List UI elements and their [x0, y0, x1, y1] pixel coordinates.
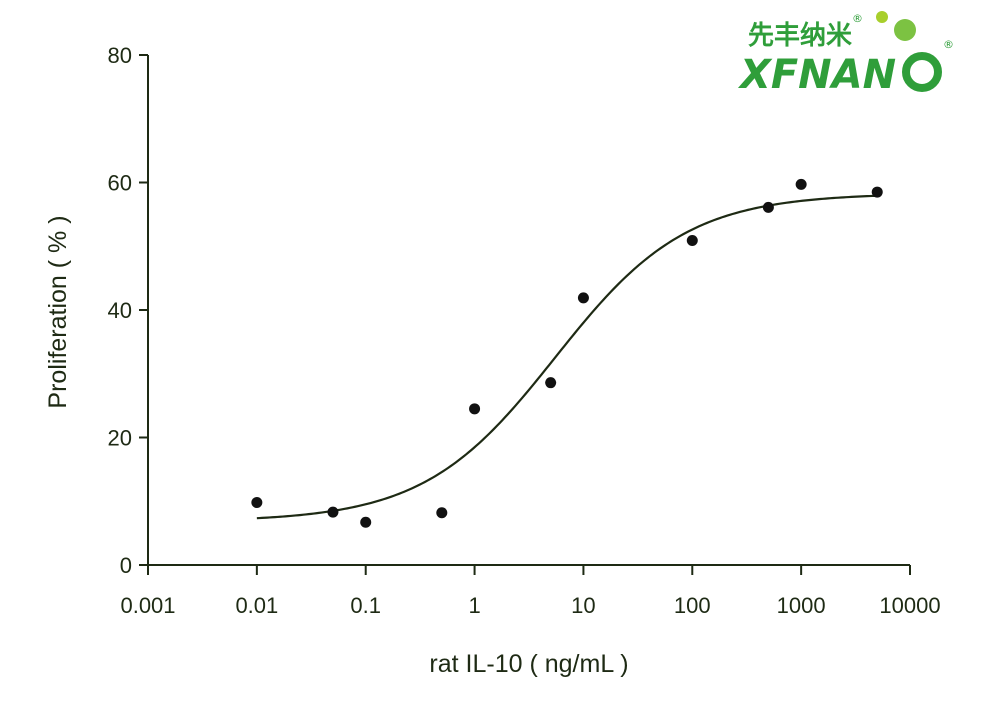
logo-chinese-text: 先丰纳米 — [748, 20, 852, 51]
logo-dot-small-icon — [876, 11, 888, 23]
data-point — [327, 506, 339, 518]
xfnano-logo: 先丰纳米 ® XFNAN ® — [737, 11, 954, 98]
data-point — [436, 507, 448, 519]
x-tick-label: 0.01 — [235, 593, 278, 618]
axes — [147, 55, 910, 566]
logo-registered-mark-bottom: ® — [943, 38, 954, 51]
y-axis-label: Proliferation ( % ) — [44, 215, 72, 408]
x-tick-label: 0.1 — [350, 593, 381, 618]
data-point — [360, 516, 372, 528]
data-point — [686, 235, 698, 247]
logo-registered-mark-top: ® — [852, 12, 863, 25]
data-point — [762, 201, 774, 213]
data-point — [871, 186, 883, 198]
logo-brand-text: XFNAN — [737, 52, 896, 98]
x-tick-label: 1 — [468, 593, 480, 618]
y-ticks: 0 20 40 60 80 — [108, 43, 148, 578]
x-axis-label: rat IL-10 ( ng/mL ) — [429, 650, 628, 678]
data-point — [545, 377, 557, 389]
x-tick-label: 10000 — [879, 593, 940, 618]
y-tick-label: 80 — [108, 43, 132, 68]
logo-dot-large-icon — [894, 19, 916, 41]
data-points — [251, 178, 883, 528]
y-tick-label: 0 — [120, 553, 132, 578]
x-tick-label: 100 — [674, 593, 711, 618]
logo-o-ring-icon — [902, 52, 942, 92]
fit-curve — [256, 194, 878, 520]
x-ticks: 0.001 0.01 0.1 1 10 100 1000 10000 — [120, 565, 941, 618]
y-tick-label: 60 — [108, 171, 132, 196]
y-tick-label: 40 — [108, 298, 132, 323]
y-tick-label: 20 — [108, 426, 132, 451]
data-point — [251, 497, 263, 509]
data-point — [469, 403, 481, 415]
x-tick-label: 1000 — [777, 593, 826, 618]
data-point — [577, 292, 589, 304]
data-point — [795, 178, 807, 190]
x-tick-label: 0.001 — [120, 593, 175, 618]
x-tick-label: 10 — [571, 593, 595, 618]
